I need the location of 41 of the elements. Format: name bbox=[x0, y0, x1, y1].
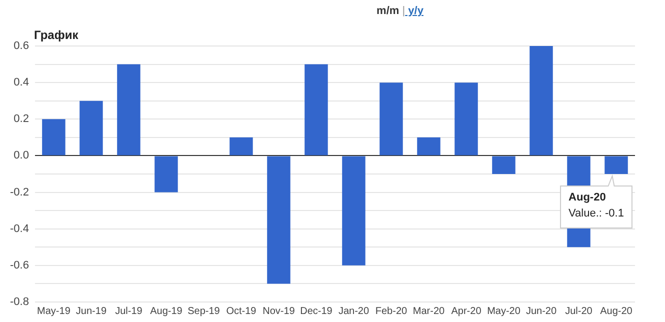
y-tick-label: 0.2 bbox=[14, 113, 29, 126]
y-tick-label: -0.8 bbox=[10, 296, 29, 308]
y-tick-label: -0.4 bbox=[10, 222, 29, 235]
bar bbox=[492, 156, 516, 174]
bar bbox=[42, 119, 66, 156]
x-tick-label: Aug-20 bbox=[600, 306, 633, 317]
y-tick-label: 0.0 bbox=[14, 150, 29, 162]
x-tick-label: Mar-20 bbox=[412, 306, 446, 317]
bar bbox=[230, 137, 253, 156]
bar bbox=[267, 156, 290, 284]
x-tick-label: Dec-19 bbox=[300, 306, 333, 317]
bar bbox=[380, 82, 403, 156]
annotation: Aug-20 Value.: -0.1 bbox=[568, 192, 624, 220]
y-tick-label: 0.4 bbox=[14, 76, 29, 89]
x-tick-label: Apr-20 bbox=[451, 306, 482, 317]
y-tick-label: -0.6 bbox=[10, 259, 29, 272]
x-tick-label: Jun-20 bbox=[526, 306, 557, 317]
chart-title: График bbox=[34, 28, 78, 42]
x-tick-label: Nov-19 bbox=[262, 306, 296, 317]
x-tick-label: Aug-19 bbox=[150, 306, 183, 317]
x-tick-label: Jun-19 bbox=[76, 306, 107, 317]
bar bbox=[530, 46, 553, 156]
x-tick-label: Jul-20 bbox=[565, 306, 593, 317]
x-tick-label: May-20 bbox=[487, 306, 521, 317]
bar bbox=[117, 64, 140, 156]
x-tick-label: Jan-20 bbox=[338, 306, 370, 317]
bar bbox=[417, 137, 440, 156]
bar bbox=[80, 100, 103, 156]
y-tick-label: -0.2 bbox=[10, 186, 29, 198]
text: m/m | y/y bbox=[376, 5, 424, 17]
x-tick-label: Oct-19 bbox=[226, 306, 257, 317]
bar bbox=[604, 156, 628, 174]
bar bbox=[154, 156, 178, 192]
y-tick-label: 0.6 bbox=[14, 40, 29, 52]
bar bbox=[454, 82, 478, 156]
bar bbox=[304, 64, 328, 156]
x-tick-label: Feb-20 bbox=[375, 306, 408, 317]
x-tick-label: Sep-19 bbox=[188, 306, 220, 317]
bar bbox=[342, 156, 366, 266]
x-tick-label: May-19 bbox=[37, 306, 71, 317]
x-tick-label: Jul-19 bbox=[115, 306, 143, 317]
